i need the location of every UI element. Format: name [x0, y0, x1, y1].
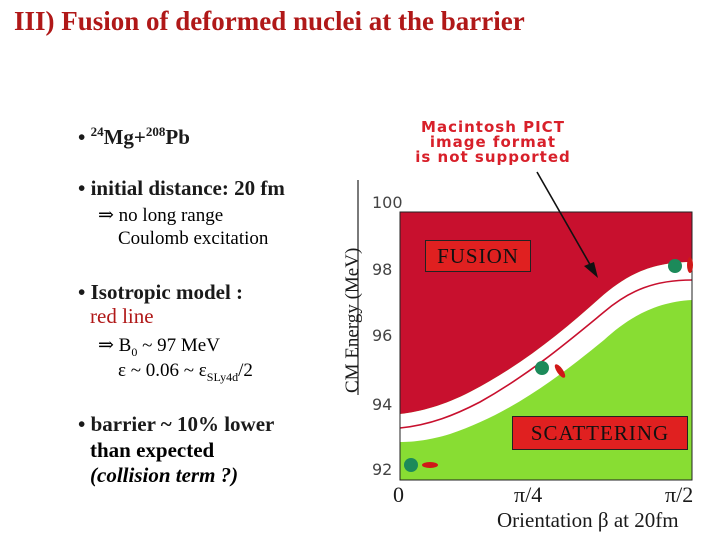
nucleus-deformed-icon	[422, 462, 438, 468]
pict-notice-line2: image format	[429, 133, 557, 151]
nucleus-deformed-icon	[554, 364, 566, 378]
bullet-system: • 24Mg+208Pb	[78, 124, 190, 150]
pict-notice-line3: is not supported	[415, 148, 571, 166]
annotation-arrow	[536, 171, 593, 269]
scattering-region-label: SCATTERING	[512, 416, 688, 450]
pict-unsupported-notice: Macintosh PICT image format is not suppo…	[336, 120, 650, 166]
bullet-isotropic-red-line: red line	[90, 304, 154, 328]
deformation-subscript: SLy4d	[206, 369, 239, 384]
barrier-text: ⇒ B	[98, 335, 132, 356]
annotation-arrowhead	[584, 262, 598, 278]
plot-frame	[399, 211, 693, 481]
isotropic-model-curve	[399, 279, 693, 429]
bullet-initial-distance-sub1: ⇒ no long range	[98, 205, 224, 226]
y-axis-label: CM Energy (MeV)	[342, 247, 363, 393]
bullet-marker: •	[78, 125, 86, 149]
x-tick-label: 0	[393, 482, 404, 507]
barrier-value: ~ 97 MeV	[137, 335, 220, 356]
slide-title: III) Fusion of deformed nuclei at the ba…	[14, 6, 525, 36]
barrier-subscript: 0	[131, 344, 138, 359]
x-tick-label: π/4	[514, 482, 543, 507]
bullet-barrier-lower-sub1: than expected	[90, 438, 215, 462]
y-tick-label: 94	[372, 395, 393, 414]
element-pb: Pb	[165, 125, 190, 149]
bullet-isotropic-model: • Isotropic model :	[78, 280, 244, 304]
nucleus-sphere-icon	[535, 361, 549, 375]
y-tick-label: 100	[372, 193, 403, 212]
deformation-text: ε ~ 0.06 ~ ε	[118, 360, 207, 381]
bullet-isotropic-deformation: ε ~ 0.06 ~ εSLy4d/2	[118, 360, 253, 385]
bullet-initial-distance: • initial distance: 20 fm	[78, 176, 285, 200]
fusion-region-label: FUSION	[425, 240, 531, 272]
pict-notice-line1: Macintosh PICT	[421, 118, 565, 136]
nucleus-deformed-icon	[687, 257, 693, 273]
nucleus-sphere-icon	[404, 458, 418, 472]
y-tick-label: 92	[372, 460, 393, 479]
element-mg: Mg+	[103, 125, 146, 149]
bullet-barrier-lower: • barrier ~ 10% lower	[78, 412, 275, 436]
nucleus-sphere-icon	[668, 259, 682, 273]
mass-number-mg: 24	[90, 124, 104, 139]
x-tick-label: π/2	[665, 482, 694, 507]
bullet-initial-distance-sub2: Coulomb excitation	[118, 228, 269, 249]
bullet-isotropic-barrier: ⇒ B0 ~ 97 MeV	[98, 334, 220, 360]
y-tick-label: 98	[372, 260, 393, 279]
deformation-post: /2	[238, 360, 253, 381]
bullet-barrier-lower-sub2: (collision term ?)	[90, 463, 239, 487]
mass-number-pb: 208	[145, 124, 166, 139]
y-tick-label: 96	[372, 326, 393, 345]
x-axis-label: Orientation β at 20fm	[497, 508, 679, 532]
barrier-band	[400, 262, 692, 442]
